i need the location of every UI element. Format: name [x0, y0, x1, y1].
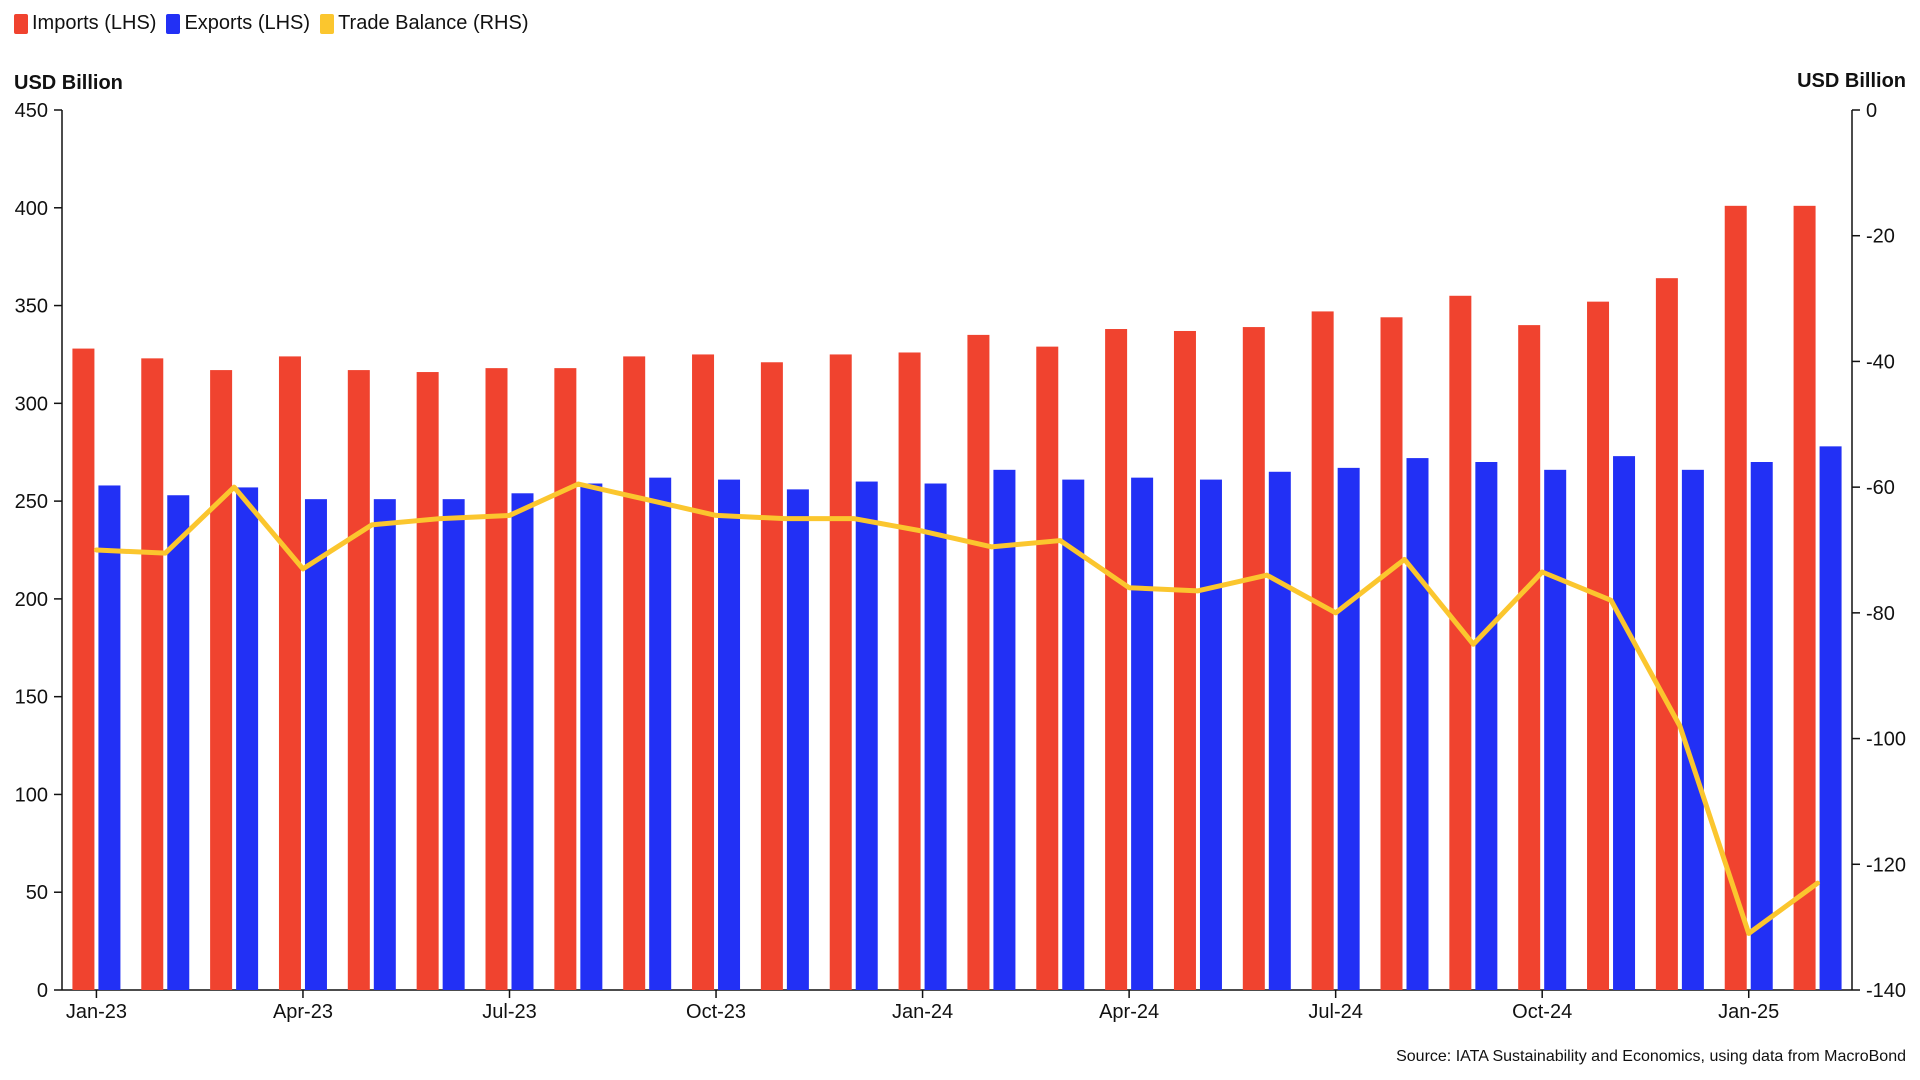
exports-bar [236, 487, 259, 990]
exports-bar [786, 489, 809, 990]
source-note: Source: IATA Sustainability and Economic… [1396, 1048, 1906, 1065]
x-tick-label: Apr-23 [273, 1001, 333, 1023]
legend-exports-label: Exports (LHS) [184, 12, 311, 34]
x-tick-label: Jan-24 [892, 1001, 953, 1023]
legend: Imports (LHS) Exports (LHS) Trade Balanc… [14, 12, 529, 35]
imports-bar [1449, 295, 1472, 990]
imports-swatch [14, 13, 28, 34]
imports-bar [278, 356, 301, 990]
left-tick-label: 250 [15, 491, 48, 513]
exports-bar [924, 483, 947, 990]
left-tick-label: 450 [15, 100, 48, 122]
exports-bar [649, 477, 672, 991]
imports-bar [554, 368, 577, 991]
left-tick-label: 400 [15, 198, 48, 220]
exports-bar [1544, 469, 1567, 990]
exports-bar [993, 469, 1016, 990]
right-tick-label: -40 [1866, 351, 1895, 373]
right-tick-label: -60 [1866, 477, 1895, 499]
right-tick-label: -120 [1866, 854, 1906, 876]
exports-bar [1131, 477, 1154, 991]
exports-bar [1199, 479, 1222, 990]
imports-bar [1242, 327, 1265, 991]
left-tick-label: 300 [15, 393, 48, 415]
x-tick-label: Jul-23 [482, 1001, 536, 1023]
x-tick-label: Oct-24 [1512, 1001, 1572, 1023]
legend-item-balance: Trade Balance (RHS) [320, 12, 529, 35]
imports-bar [623, 356, 646, 990]
exports-bar [580, 483, 603, 990]
imports-bar [1173, 330, 1196, 990]
legend-item-exports: Exports (LHS) [166, 12, 310, 35]
exports-bar [1337, 467, 1360, 990]
exports-bar [167, 495, 190, 990]
x-tick-label: Apr-24 [1099, 1001, 1159, 1023]
left-tick-label: 350 [15, 296, 48, 318]
x-tick-label: Jan-25 [1718, 1001, 1779, 1023]
right-tick-label: -100 [1866, 729, 1906, 751]
right-tick-label: -20 [1866, 226, 1895, 248]
exports-bar [1819, 446, 1842, 990]
exports-bar [1681, 469, 1704, 990]
imports-bar [1724, 205, 1747, 991]
legend-imports-label: Imports (LHS) [32, 12, 157, 34]
exports-bar [511, 493, 534, 990]
exports-swatch [166, 13, 181, 34]
exports-bar [1406, 458, 1429, 991]
left-tick-label: 150 [15, 687, 48, 709]
right-tick-label: 0 [1866, 100, 1877, 122]
imports-bar [967, 334, 990, 990]
imports-bar [760, 362, 783, 990]
imports-bar [1518, 325, 1541, 991]
imports-bar [898, 352, 921, 990]
imports-bar [1587, 301, 1610, 991]
trade-balance-line [93, 481, 1821, 936]
left-tick-label: 100 [15, 784, 48, 806]
imports-bar [210, 370, 233, 991]
x-tick-label: Oct-23 [686, 1001, 746, 1023]
imports-bar [485, 368, 508, 991]
imports-bar [1380, 317, 1403, 990]
imports-bar [1655, 278, 1678, 991]
imports-bar [416, 372, 439, 990]
left-tick-label: 0 [37, 980, 48, 1002]
imports-bar [141, 358, 164, 990]
x-tick-label: Jan-23 [66, 1001, 127, 1023]
right-tick-label: -80 [1866, 603, 1895, 625]
imports-bar [72, 348, 95, 991]
balance-swatch [320, 13, 335, 34]
imports-bar [692, 354, 715, 990]
imports-bar [1036, 346, 1059, 991]
exports-bar [373, 499, 396, 990]
left-axis-title: USD Billion [14, 72, 123, 94]
imports-bar [829, 354, 852, 990]
imports-bar [1105, 329, 1128, 990]
right-axis-title: USD Billion [1797, 70, 1906, 92]
right-tick-label: -140 [1866, 980, 1906, 1002]
exports-bar [98, 485, 121, 990]
imports-bar [1311, 311, 1334, 990]
left-tick-label: 50 [26, 882, 48, 904]
legend-item-imports: Imports (LHS) [14, 12, 156, 35]
imports-bar [1793, 205, 1816, 991]
exports-bar [304, 499, 327, 990]
exports-bar [1750, 462, 1773, 990]
exports-bar [442, 499, 465, 990]
left-tick-label: 200 [15, 589, 48, 611]
exports-bar [1613, 456, 1636, 991]
x-tick-label: Jul-24 [1308, 1001, 1362, 1023]
legend-balance-label: Trade Balance (RHS) [338, 12, 529, 34]
exports-bar [855, 481, 878, 990]
exports-bar [1475, 462, 1498, 990]
exports-bar [1268, 471, 1291, 990]
imports-bar [347, 370, 370, 991]
exports-bar [1062, 479, 1085, 990]
exports-bar [718, 479, 741, 990]
